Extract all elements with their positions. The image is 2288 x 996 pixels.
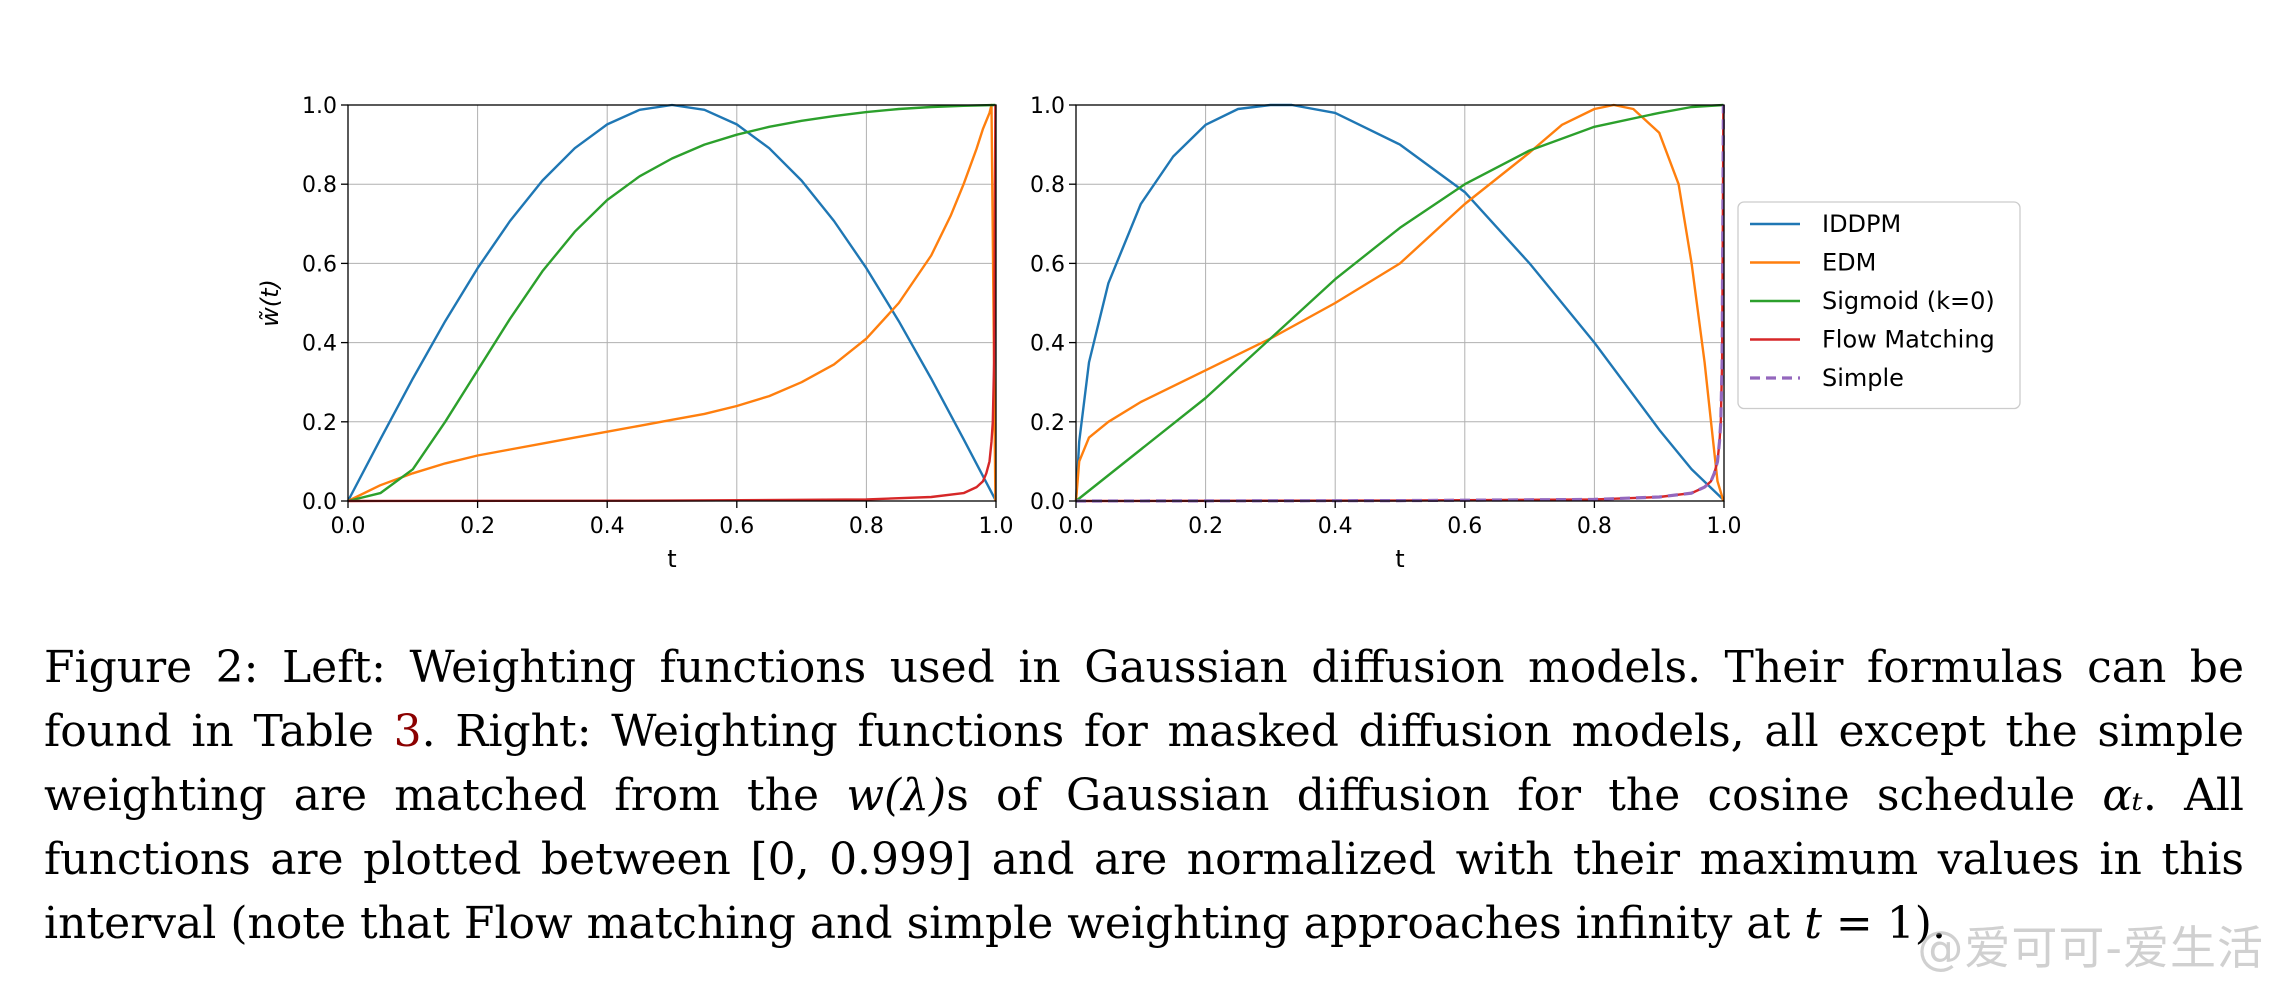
caption-text-3: s of Gaussian diffusion for the cosine s… [946, 770, 2103, 821]
y-axis-label: w̃(t) [256, 279, 284, 327]
legend: IDDPM EDM Sigmoid (k=0) Flow Matching Simple [1737, 201, 2021, 410]
table-reference-link[interactable]: 3 [393, 706, 422, 757]
x-axis-label: t [1395, 545, 1404, 573]
x-tick-label: 0.8 [1577, 514, 1612, 539]
x-tick-label: 1.0 [1707, 514, 1742, 539]
legend-label: Simple [1822, 364, 1904, 392]
x-tick-label: 0.6 [1447, 514, 1482, 539]
plot-frame [347, 104, 997, 502]
y-tick-label: 0.0 [1030, 490, 1065, 515]
y-tick-label: 0.4 [1030, 332, 1065, 357]
watermark: @爱可可-爱生活 [1917, 921, 2264, 975]
series-line-edm [1074, 103, 1725, 502]
math-w-lambda: w(λ) [846, 770, 947, 821]
caption-text-1: Figure 2: Left: Weighting functions used… [44, 642, 2244, 757]
legend-label: Flow Matching [1822, 326, 1995, 354]
series-line-edm [347, 103, 997, 503]
math-alpha-t: αₜ [2102, 770, 2143, 821]
x-tick-label: 0.6 [719, 514, 754, 539]
y-tick-label: 0.0 [302, 490, 337, 515]
legend-label: Sigmoid (k=0) [1822, 287, 1995, 315]
series-line-iddpm [1074, 103, 1725, 502]
x-tick-label: 0.4 [1318, 514, 1353, 539]
legend-label: EDM [1822, 249, 1876, 277]
y-tick-label: 1.0 [302, 94, 337, 119]
legend-box [1737, 201, 2021, 410]
legend-label: IDDPM [1822, 210, 1901, 238]
x-tick-label: 0.0 [1059, 514, 1094, 539]
x-axis-label: t [667, 545, 676, 573]
series-line-simple [1075, 104, 1726, 503]
y-tick-label: 0.6 [1030, 252, 1065, 277]
x-tick-label: 1.0 [979, 514, 1014, 539]
series-line-flow-matching [1075, 104, 1725, 503]
x-tick-label: 0.2 [460, 514, 495, 539]
right-panel: 0.00.0 0.2 0.2 0.4 0.4 0.6 0.6 0.8 0.8 1.0 1.0 t [1030, 94, 1742, 573]
y-tick-label: 0.2 [302, 411, 337, 436]
x-tick-label: 0.4 [590, 514, 625, 539]
caption-text-4: . All functions are plotted between [0, … [44, 770, 2245, 949]
x-tick-label: 0.8 [849, 514, 884, 539]
caption-text-5: = 1). [1821, 898, 1946, 949]
series-line-flow-matching [347, 104, 997, 503]
series-line-sigmoid-k-0- [1075, 103, 1724, 502]
y-tick-label: 0.8 [302, 173, 337, 198]
y-tick-label: 1.0 [1030, 94, 1065, 119]
x-tick-label: 0.0 [331, 514, 366, 539]
x-tick-label: 0.2 [1188, 514, 1223, 539]
y-tick-label: 0.6 [302, 252, 337, 277]
y-tick-label: 0.4 [302, 332, 337, 357]
left-panel: 0.00.0 0.2 0.2 0.4 0.4 0.6 0.6 0.8 0.8 1.0 1.0 t w̃(… [256, 94, 1014, 573]
series-line-sigmoid-k-0- [347, 103, 996, 503]
caption-text-2: . Right: Weighting functions for masked … [44, 706, 2244, 821]
math-t: t [1804, 898, 1822, 949]
figure: 0.00.00.20.20.40.40.60.60.80.81.01.0tw̃(… [256, 94, 2021, 573]
y-tick-label: 0.8 [1030, 173, 1065, 198]
y-tick-label: 0.2 [1030, 411, 1065, 436]
figure-caption: Figure 2: Left: Weighting functions used… [44, 636, 2244, 956]
plot-frame [1075, 104, 1725, 502]
